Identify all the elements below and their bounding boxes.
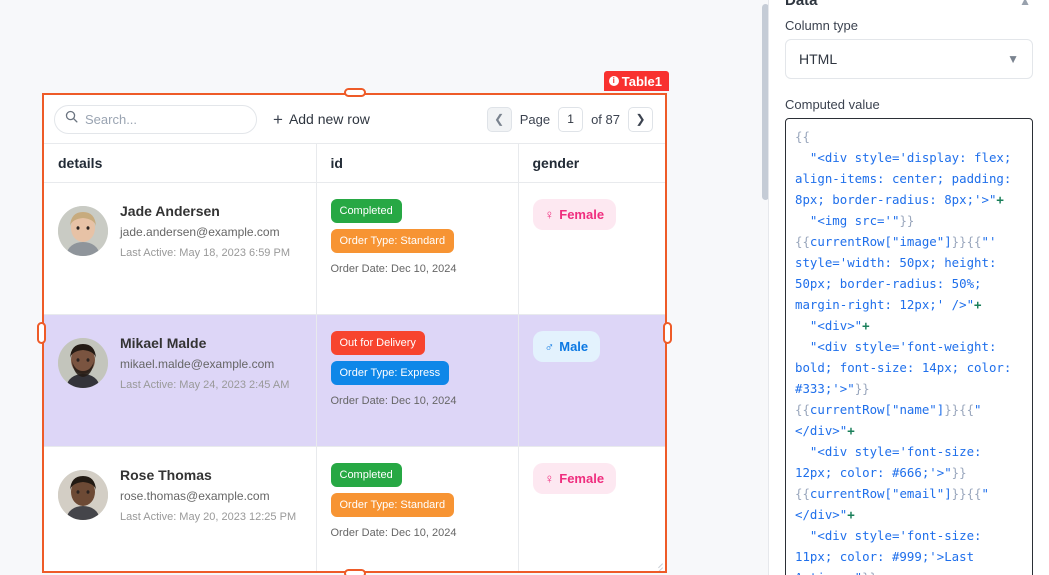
pagination: ❮ Page 1 of 87 ❯: [486, 106, 653, 132]
person-name: Rose Thomas: [120, 467, 212, 483]
chevron-right-icon: ❯: [635, 112, 646, 126]
avatar: [58, 470, 108, 520]
column-header-id[interactable]: id: [316, 143, 519, 183]
page-label: Page: [519, 111, 551, 127]
venus-icon: ♀: [544, 471, 555, 486]
cell-gender[interactable]: ♂ Male: [518, 314, 665, 447]
cell-gender[interactable]: ♀ Female: [518, 446, 665, 571]
gender-chip: ♀ Female: [532, 463, 617, 494]
table-row[interactable]: Rose Thomas rose.thomas@example.com Last A…: [44, 446, 665, 571]
order-date: Order Date: Dec 10, 2024: [330, 395, 457, 408]
gender-chip: ♀ Female: [532, 199, 617, 230]
resize-handle-left[interactable]: [37, 322, 46, 344]
canvas-scrollbar-thumb[interactable]: [762, 4, 769, 200]
previous-page-button[interactable]: ❮: [486, 106, 512, 132]
cell-id[interactable]: Completed Order Type: Standard Order Date:…: [316, 446, 519, 571]
resize-handle-bottom[interactable]: [343, 569, 366, 575]
order-date: Order Date: Dec 10, 2024: [330, 527, 457, 540]
person-last-active: Last Active: May 24, 2023 2:45 AM: [120, 379, 290, 391]
table-header-row: details id gender: [44, 143, 665, 183]
computed-value-code: {{ "<div style='display: flex; align-ite…: [795, 129, 1012, 575]
gender-label: Female: [559, 471, 605, 486]
plus-icon: +: [273, 109, 283, 129]
search-input[interactable]: Search...: [54, 104, 257, 134]
computed-value-editor[interactable]: {{ "<div style='display: flex; align-ite…: [785, 118, 1033, 575]
status-badge: Order Type: Express: [330, 361, 450, 386]
gender-label: Male: [559, 339, 589, 354]
column-type-label: Column type: [785, 18, 858, 33]
cell-details[interactable]: Mikael Malde mikael.malde@example.com Last…: [44, 314, 317, 447]
table-toolbar: Search... + Add new row ❮ Page 1: [44, 95, 665, 143]
computed-value-label: Computed value: [785, 97, 880, 112]
cell-id[interactable]: Out for Delivery Order Type: Express Order…: [316, 314, 519, 447]
panel-title: Data: [785, 0, 818, 9]
chevron-up-icon[interactable]: ▲: [1019, 0, 1031, 8]
status-badge: Order Type: Standard: [330, 493, 455, 518]
person-name: Mikael Malde: [120, 335, 207, 351]
avatar: [58, 338, 108, 388]
add-new-row-button[interactable]: + Add new row: [269, 109, 374, 130]
info-icon: i: [608, 76, 619, 86]
canvas-scrollbar-track[interactable]: [761, 0, 770, 575]
data-table: details id gender Jade Andersen jade.ande…: [44, 143, 665, 571]
mars-icon: ♂: [544, 339, 555, 354]
resize-handle-right[interactable]: [663, 322, 672, 344]
status-badge: Completed: [330, 199, 402, 224]
chevron-left-icon: ❮: [494, 112, 505, 126]
status-badge: Completed: [330, 463, 402, 488]
page-total-label: of 87: [591, 111, 620, 127]
cell-details[interactable]: Jade Andersen jade.andersen@example.com La…: [44, 182, 317, 315]
gender-label: Female: [559, 207, 605, 222]
table-row[interactable]: Mikael Malde mikael.malde@example.com Last…: [44, 314, 665, 447]
cell-id[interactable]: Completed Order Type: Standard Order Date:…: [316, 182, 519, 315]
widget-name-label: Table1: [621, 73, 662, 89]
person-last-active: Last Active: May 18, 2023 6:59 PM: [120, 247, 290, 259]
search-icon: [65, 110, 78, 128]
resize-corner-grip[interactable]: [651, 557, 663, 569]
page-number-value: 1: [567, 112, 574, 126]
person-name: Jade Andersen: [120, 203, 220, 219]
editor-canvas[interactable]: i Table1 Search...: [0, 0, 757, 575]
status-badge-group: Out for Delivery Order Type: Express: [330, 331, 506, 386]
column-header-details[interactable]: details: [44, 143, 317, 183]
table-row[interactable]: Jade Andersen jade.andersen@example.com La…: [44, 182, 665, 315]
table-widget[interactable]: Search... + Add new row ❮ Page 1: [42, 93, 667, 573]
page-number-input[interactable]: 1: [558, 106, 584, 132]
table-body: Jade Andersen jade.andersen@example.com La…: [44, 182, 665, 571]
cell-details[interactable]: Rose Thomas rose.thomas@example.com Last A…: [44, 446, 317, 571]
status-badge-group: Completed Order Type: Standard: [330, 463, 506, 518]
status-badge: Out for Delivery: [330, 331, 425, 356]
chevron-down-icon: ▼: [1007, 52, 1019, 66]
person-last-active: Last Active: May 20, 2023 12:25 PM: [120, 511, 297, 523]
person-email: mikael.malde@example.com: [120, 357, 275, 371]
status-badge-group: Completed Order Type: Standard: [330, 199, 506, 254]
column-type-select[interactable]: HTML ▼: [785, 39, 1033, 79]
status-badge: Order Type: Standard: [330, 229, 455, 254]
column-type-value: HTML: [799, 51, 838, 67]
resize-handle-top[interactable]: [343, 88, 366, 97]
widget-name-badge[interactable]: i Table1: [603, 71, 669, 91]
gender-chip: ♂ Male: [532, 331, 601, 362]
venus-icon: ♀: [544, 207, 555, 222]
next-page-button[interactable]: ❯: [628, 106, 653, 132]
table-widget-selection[interactable]: i Table1 Search...: [37, 71, 672, 575]
cell-gender[interactable]: ♀ Female: [518, 182, 665, 315]
add-new-row-label: Add new row: [288, 111, 370, 127]
order-date: Order Date: Dec 10, 2024: [330, 263, 457, 276]
property-panel: Data ▲ Column type HTML ▼ Computed value…: [768, 0, 1049, 575]
search-placeholder: Search...: [85, 111, 138, 127]
avatar: [58, 206, 108, 256]
person-email: rose.thomas@example.com: [120, 489, 270, 503]
column-header-gender[interactable]: gender: [518, 143, 665, 183]
person-email: jade.andersen@example.com: [120, 225, 280, 239]
